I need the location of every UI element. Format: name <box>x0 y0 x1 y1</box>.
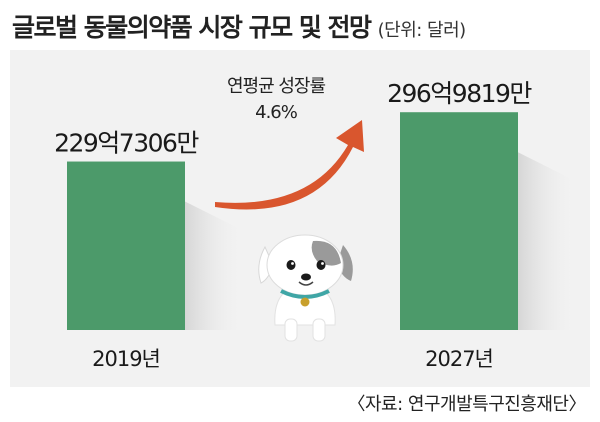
bar-shadow <box>518 152 578 330</box>
bar-chart: 229억7306만 296억9819만 2019년 2027년 연평균 성장률 4.… <box>54 76 578 371</box>
growth-rate-label: 연평균 성장률 <box>227 76 326 97</box>
value-label-0: 229억7306만 <box>54 129 199 158</box>
unit-label: (단위: 달러) <box>377 20 467 41</box>
bar-shadows <box>185 152 578 330</box>
category-label-0: 2019년 <box>92 347 160 371</box>
source-note: 〈자료: 연구개발특구진흥재단〉 <box>347 394 586 415</box>
growth-rate-value: 4.6% <box>255 102 298 123</box>
category-label-1: 2027년 <box>425 347 493 371</box>
value-label-1: 296억9819만 <box>387 79 532 108</box>
bar-shadow <box>185 201 245 330</box>
growth-arrow <box>215 120 364 210</box>
value-labels-group: 229억7306만 296억9819만 <box>54 79 534 158</box>
bar-0 <box>67 161 185 330</box>
chart-panel: 229억7306만 296억9819만 2019년 2027년 연평균 성장률 4.… <box>10 50 590 387</box>
category-labels-group: 2019년 2027년 <box>92 347 494 371</box>
puppy-icon <box>258 234 353 342</box>
chart-title: 글로벌 동물의약품 시장 규모 및 전망 <box>12 13 372 42</box>
bars-group <box>67 112 518 330</box>
arrow-icon <box>215 120 364 210</box>
bar-1 <box>400 112 518 330</box>
chart-header: 글로벌 동물의약품 시장 규모 및 전망 (단위: 달러) <box>12 8 592 48</box>
